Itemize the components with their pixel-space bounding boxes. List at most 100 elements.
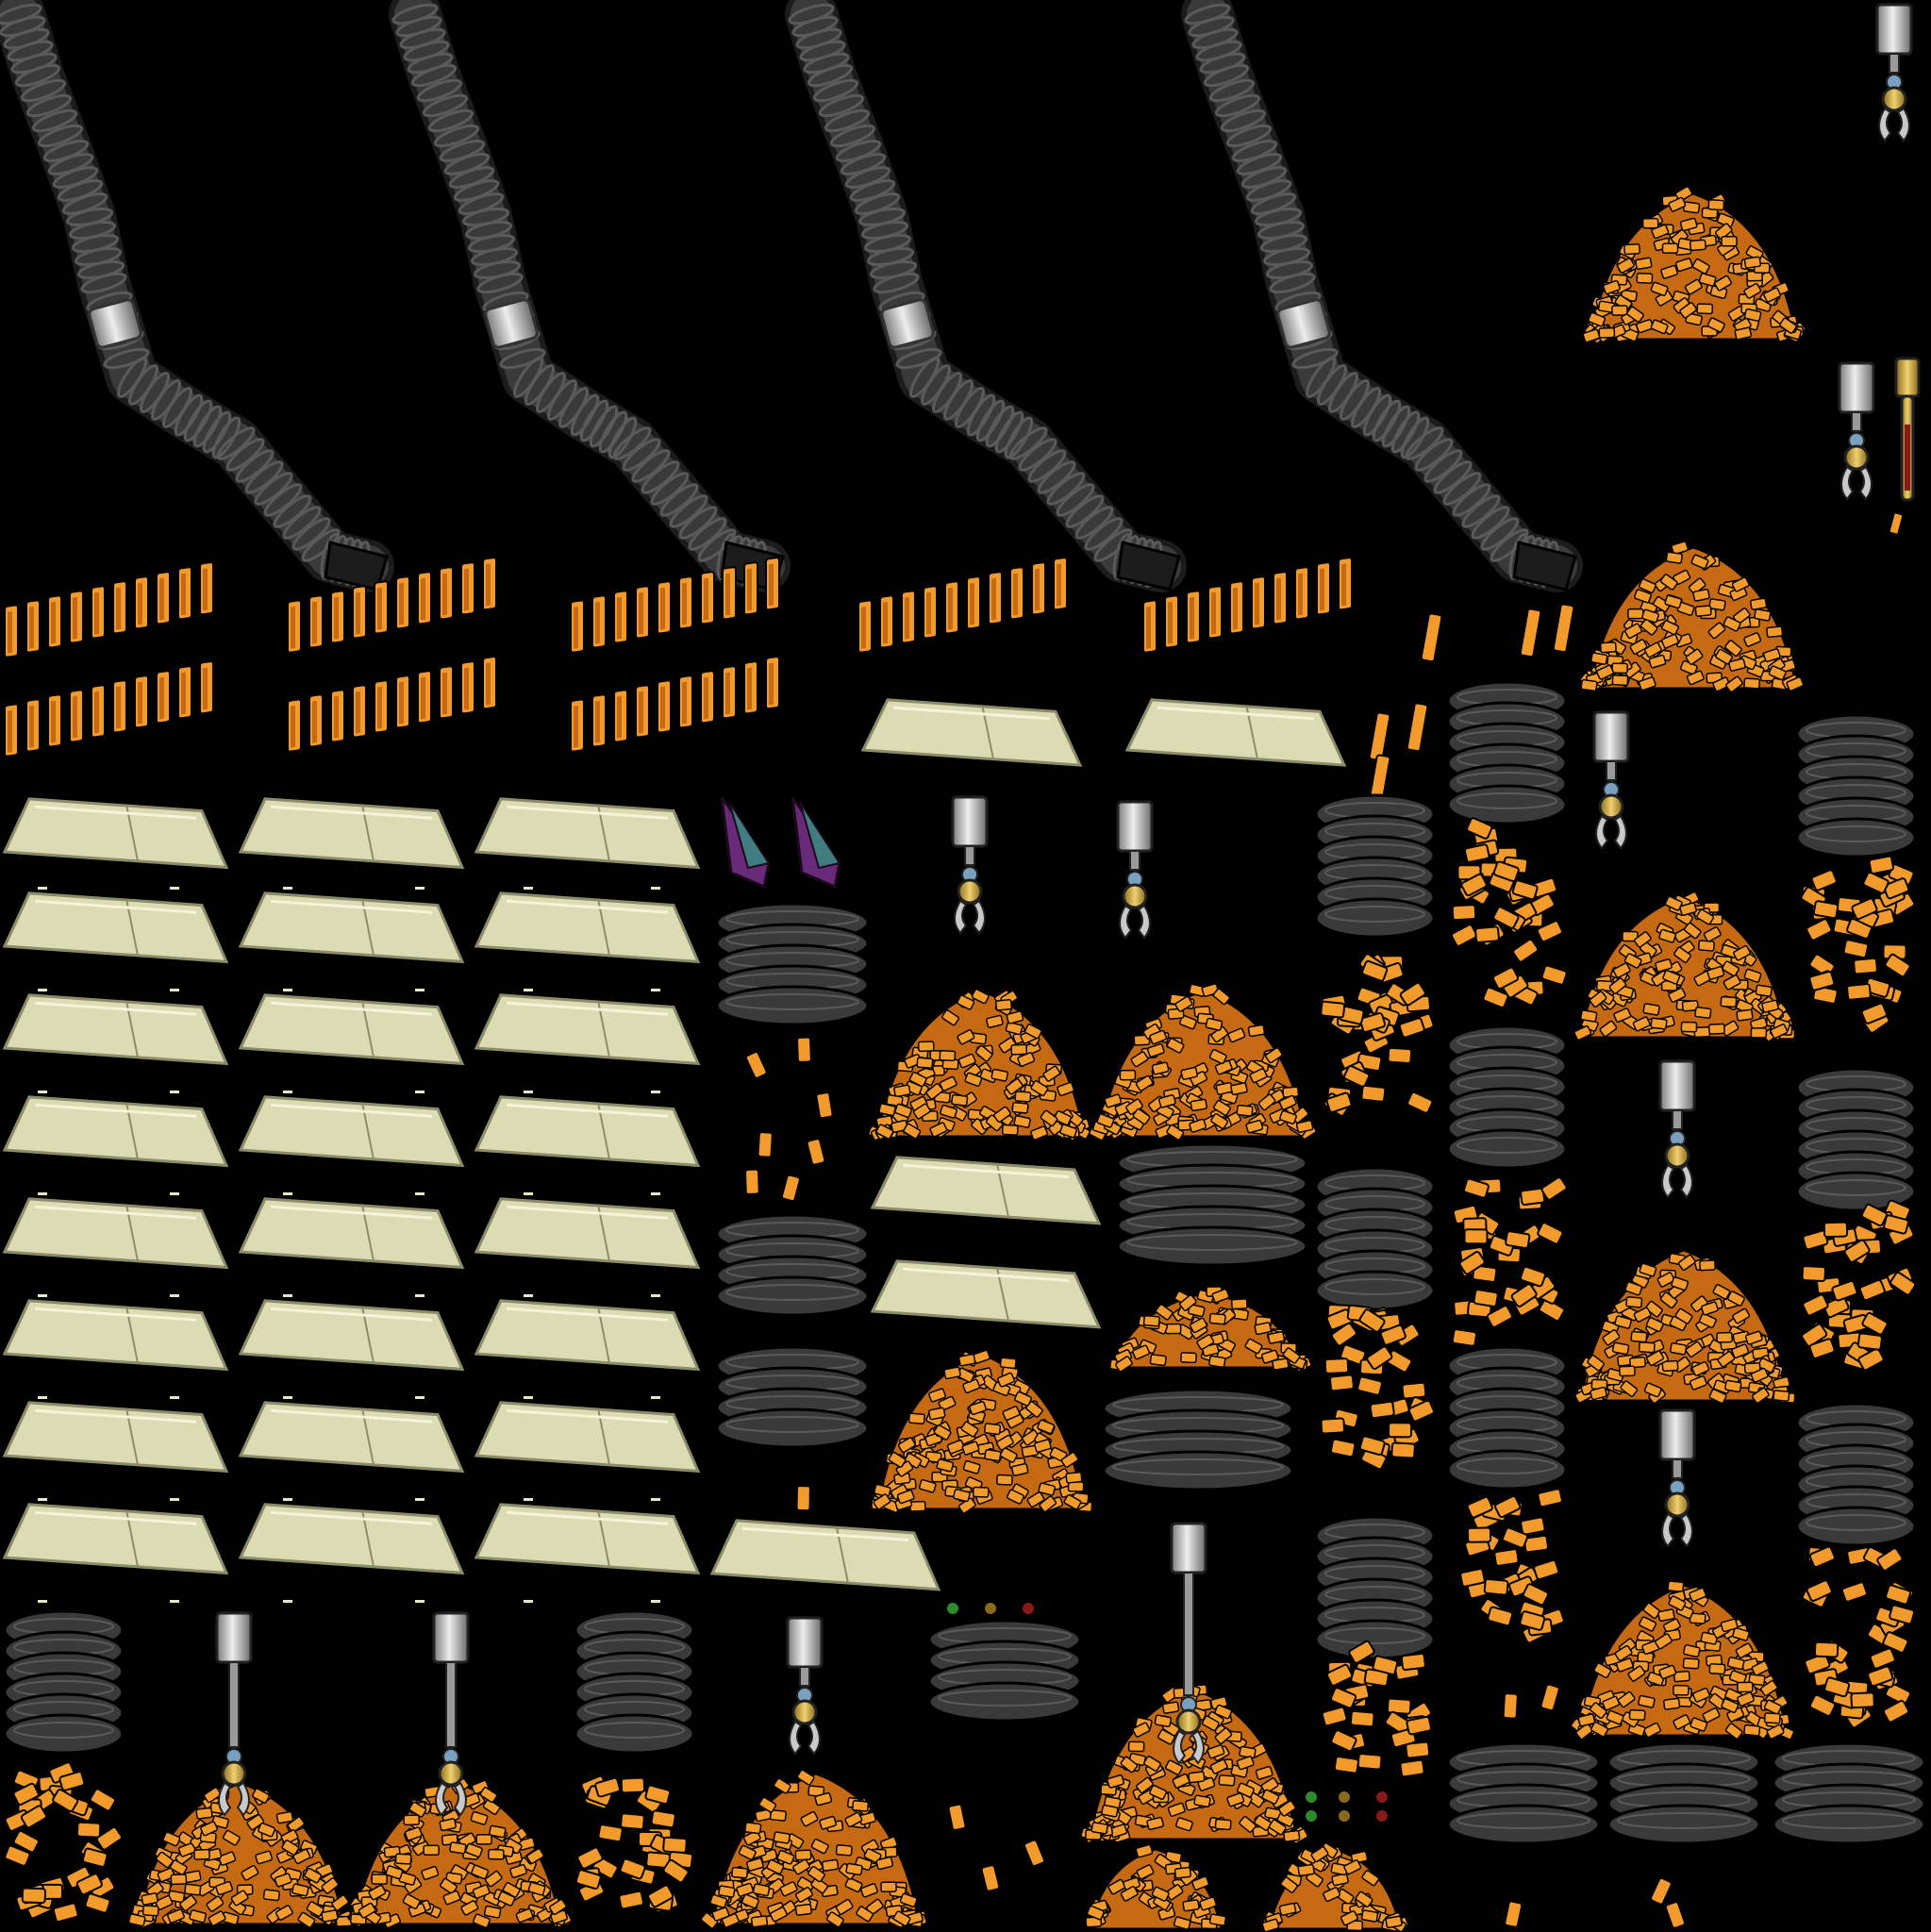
- loose-ore-chunk: [815, 1091, 834, 1120]
- separator-dash: [524, 989, 533, 991]
- loose-ore-chunk: [744, 1168, 760, 1195]
- glass-panel: [474, 797, 701, 870]
- loose-ore-chunk: [1540, 1683, 1560, 1712]
- loose-ore-chunk: [980, 1864, 1001, 1892]
- indicator-lamp: [945, 1601, 960, 1616]
- ore-column: [1801, 1545, 1915, 1729]
- glass-panel: [870, 1156, 1102, 1225]
- loose-ore-chunk: [1502, 1692, 1519, 1720]
- ore-bar-strip: [4, 660, 214, 758]
- grabber-claw: [1658, 1408, 1696, 1548]
- ore-pile: [347, 1777, 573, 1929]
- brass-torch: [1889, 357, 1921, 534]
- grabber-claw: [1875, 3, 1913, 142]
- separator-dash: [651, 1192, 660, 1195]
- separator-dash: [283, 1396, 292, 1399]
- hose-clamp: [880, 298, 935, 349]
- glass-panel: [709, 1519, 941, 1591]
- loose-ore-chunk: [1023, 1839, 1046, 1868]
- separator-dash: [38, 1600, 47, 1603]
- indicator-lamp: [1304, 1808, 1319, 1824]
- separator-dash: [170, 1396, 179, 1399]
- claw-layer: [215, 3, 1913, 1817]
- black-coil: [1446, 1024, 1568, 1170]
- grabber-claw: [1116, 800, 1154, 940]
- glass-panel: [474, 1197, 701, 1270]
- separator-dash: [170, 1091, 179, 1093]
- separator-dash: [170, 1192, 179, 1195]
- separator-dash: [38, 1294, 47, 1297]
- glass-panel: [860, 698, 1083, 767]
- indicator-lamp: [1021, 1601, 1036, 1616]
- ore-pile: [1261, 1842, 1409, 1932]
- separator-dash: [524, 1192, 533, 1195]
- ore-pile: [1085, 1843, 1227, 1931]
- ore-pile: [1582, 186, 1806, 344]
- black-coil: [1116, 1142, 1308, 1267]
- ore-bar-strip: [857, 557, 1068, 654]
- glass-panel: [474, 1299, 701, 1372]
- separator-dash: [283, 1091, 292, 1093]
- ore-bar-strip: [287, 656, 497, 753]
- loose-ore-chunk: [947, 1803, 967, 1831]
- coil-layer: [3, 680, 1926, 1923]
- ore-pile: [127, 1781, 354, 1929]
- hose-segment: [785, 0, 1187, 592]
- glass-panel: [2, 993, 229, 1066]
- ore-column: [4, 1761, 123, 1923]
- ore-strip-layer: [4, 557, 1575, 805]
- glass-panel: [238, 1299, 465, 1372]
- black-coil: [715, 902, 870, 1026]
- hose-layer: [0, 0, 1583, 592]
- loose-ore-chunk: [795, 1485, 811, 1512]
- black-coil: [1446, 680, 1568, 825]
- loose-ore-bar: [1552, 603, 1575, 654]
- separator-dash: [283, 1600, 292, 1603]
- black-coil: [1314, 1515, 1436, 1660]
- glass-panel: [238, 797, 465, 870]
- ore-pile: [1109, 1286, 1312, 1373]
- separator-dash: [170, 989, 179, 991]
- separator-dash: [38, 1192, 47, 1195]
- separator-dash: [38, 1396, 47, 1399]
- glass-panel: [238, 891, 465, 964]
- separator-dash: [524, 1600, 533, 1603]
- ore-bar-strip: [570, 656, 780, 753]
- loose-ore-chunk: [806, 1138, 826, 1166]
- glass-panel: [238, 1401, 465, 1474]
- glass-panel: [1124, 698, 1347, 767]
- separator-dash: [170, 1294, 179, 1297]
- indicator-lamp: [1337, 1790, 1352, 1805]
- grabber-claw: [432, 1611, 470, 1817]
- ore-pile: [1579, 541, 1805, 693]
- glass-panel-layer: [2, 698, 1347, 1591]
- separator-dash: [651, 1294, 660, 1297]
- indicator-lamp: [1304, 1790, 1319, 1805]
- hose-clamp: [1276, 298, 1331, 349]
- ore-column: [1451, 1176, 1568, 1347]
- separator-dash: [283, 887, 292, 890]
- ore-bar-strip: [4, 561, 214, 658]
- ore-column: [1800, 855, 1916, 1034]
- black-coil: [1606, 1741, 1761, 1845]
- ore-pile: [700, 1769, 927, 1929]
- black-coil: [1772, 1741, 1926, 1845]
- separator-dash: [415, 1091, 424, 1093]
- indicator-lamp: [1337, 1808, 1352, 1824]
- ore-pile: [1080, 1683, 1308, 1844]
- separator-dash: [170, 1498, 179, 1501]
- separator-dash: [283, 1498, 292, 1501]
- black-coil: [1795, 1067, 1917, 1212]
- black-coil: [1446, 1345, 1568, 1491]
- grabber-claw: [1170, 1522, 1207, 1765]
- hose-segment: [0, 0, 394, 592]
- separator-dash: [283, 1294, 292, 1297]
- glass-panel: [474, 891, 701, 964]
- glass-panel: [238, 1095, 465, 1168]
- separator-dash: [651, 1396, 660, 1399]
- black-coil: [927, 1619, 1082, 1723]
- separator-dash: [415, 1498, 424, 1501]
- glass-panel: [238, 1503, 465, 1575]
- loose-ore-bar: [1406, 702, 1429, 753]
- black-coil: [715, 1345, 870, 1449]
